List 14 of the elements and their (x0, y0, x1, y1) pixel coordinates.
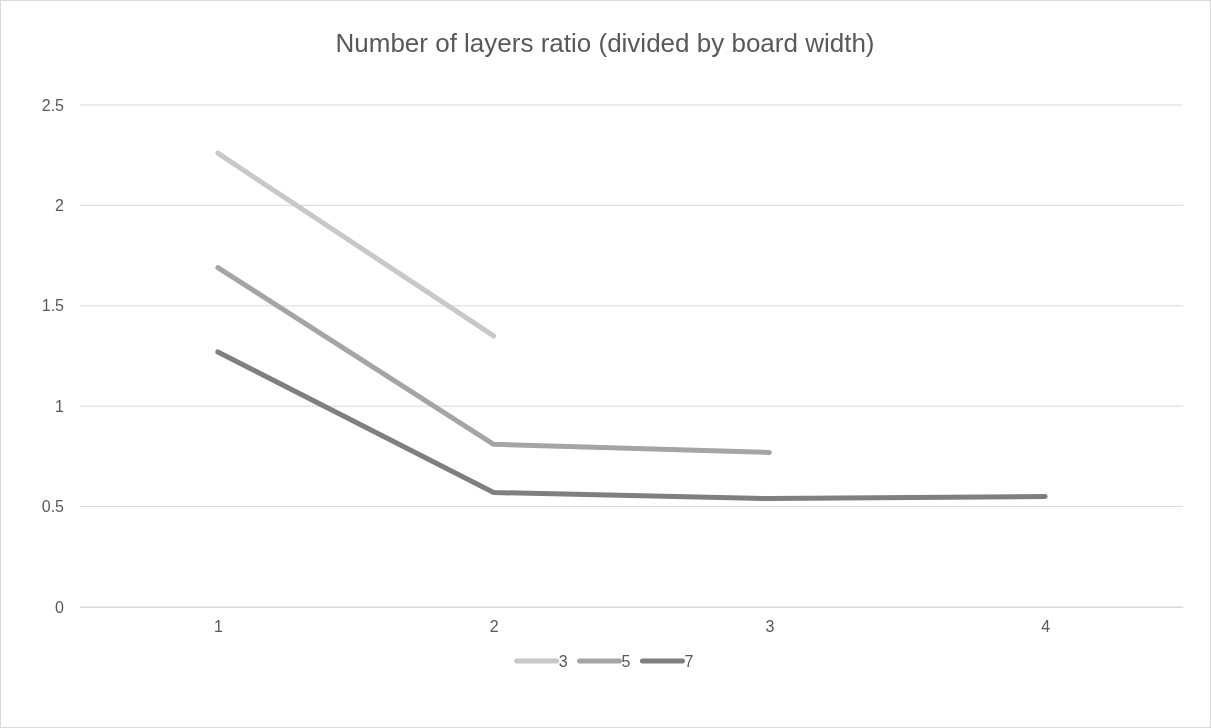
chart-title: Number of layers ratio (divided by board width) (335, 28, 875, 58)
legend-label: 7 (684, 653, 694, 670)
x-tick-label: 1 (213, 618, 223, 636)
x-tick-label: 4 (1041, 618, 1051, 636)
legend-label: 3 (558, 653, 568, 670)
y-tick-label: 0.5 (41, 498, 65, 516)
y-tick-label: 0 (55, 598, 65, 616)
x-tick-label: 3 (765, 618, 775, 636)
x-tick-label: 2 (489, 618, 499, 636)
y-tick-label: 1.5 (41, 297, 65, 315)
y-tick-label: 1 (55, 397, 65, 415)
y-tick-label: 2.5 (41, 96, 65, 114)
y-tick-label: 2 (55, 197, 65, 215)
legend-label: 5 (621, 653, 631, 670)
